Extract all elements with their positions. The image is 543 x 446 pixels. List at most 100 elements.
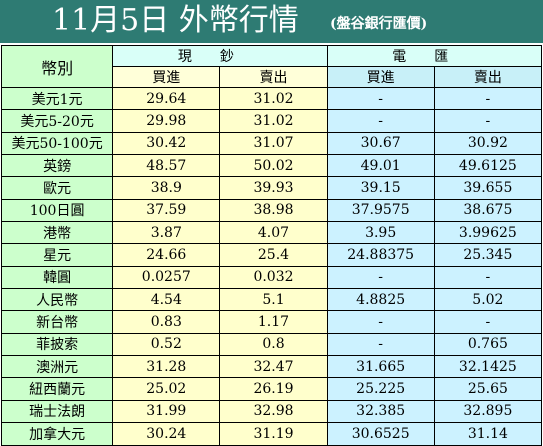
- wire-buy-cell: 31.665: [326, 355, 435, 379]
- wire-sell-cell: 32.1425: [433, 355, 543, 379]
- table-row: 港幣 3.87 4.07 3.95 3.99625: [0, 221, 543, 245]
- currency-name-cell: 瑞士法朗: [0, 399, 114, 424]
- cash-buy-cell: 0.83: [112, 310, 221, 334]
- cash-buy-cell: 29.64: [112, 86, 221, 111]
- wire-buy-cell: -: [326, 86, 435, 111]
- wire-sell-cell: -: [433, 86, 543, 111]
- currency-name-cell: 美元1元: [0, 86, 114, 111]
- currency-name-cell: 人民幣: [0, 288, 114, 312]
- currency-name-cell: 美元50-100元: [0, 131, 114, 156]
- table-row: 紐西蘭元 25.02 26.19 25.225 25.65: [0, 377, 543, 401]
- cash-buy-cell: 30.24: [112, 422, 221, 446]
- cash-sell-cell: 0.032: [219, 265, 328, 290]
- cash-sell-cell: 31.19: [219, 422, 328, 446]
- page-subtitle: (盤谷銀行匯價): [330, 16, 428, 32]
- wire-buy-cell: -: [326, 332, 435, 357]
- cash-buy-cell: 31.99: [112, 399, 221, 424]
- cash-buy-cell: 48.57: [112, 154, 221, 178]
- wire-buy-cell: 49.01: [326, 154, 435, 178]
- cash-sell-cell: 50.02: [219, 154, 328, 178]
- cash-sell-cell: 31.07: [219, 131, 328, 156]
- cash-buy-cell: 29.98: [112, 109, 221, 133]
- wire-buy-cell: 3.95: [326, 221, 435, 245]
- cash-buy-cell: 4.54: [112, 288, 221, 312]
- cash-sell-cell: 0.8: [219, 332, 328, 357]
- wire-buy-header: 買進: [326, 66, 435, 88]
- cash-buy-cell: 3.87: [112, 221, 221, 245]
- cash-buy-cell: 37.59: [112, 198, 221, 223]
- cash-buy-cell: 38.9: [112, 176, 221, 200]
- wire-sell-cell: 38.675: [433, 198, 543, 223]
- currency-name-cell: 韓圓: [0, 265, 114, 290]
- wire-sell-cell: 5.02: [433, 288, 543, 312]
- cash-sell-cell: 31.02: [219, 109, 328, 133]
- table-row: 韓圓 0.0257 0.032- -: [0, 265, 543, 290]
- wire-buy-cell: 24.88375: [326, 243, 435, 267]
- currency-name-cell: 澳洲元: [0, 355, 114, 379]
- cash-sell-cell: 38.98: [219, 198, 328, 223]
- wire-buy-cell: -: [326, 265, 435, 290]
- wire-buy-cell: 25.225: [326, 377, 435, 401]
- table-row: 菲披索 0.52 0.8-0.765: [0, 332, 543, 357]
- wire-buy-cell: 30.67: [326, 131, 435, 156]
- wire-sell-cell: 32.895: [433, 399, 543, 424]
- currency-name-cell: 100日圓: [0, 198, 114, 223]
- exchange-rate-table: 幣別 現鈔 電匯 買進 賣出 買進 賣出 美元1元 29.64 31.02- - 美元5…: [0, 45, 543, 446]
- cash-sell-cell: 1.17: [219, 310, 328, 334]
- cash-buy-cell: 31.28: [112, 355, 221, 379]
- table-row: 英鎊 48.57 50.02 49.01 49.6125: [0, 154, 543, 178]
- currency-name-cell: 歐元: [0, 176, 114, 200]
- wire-sell-cell: 25.345: [433, 243, 543, 267]
- wire-buy-cell: -: [326, 310, 435, 334]
- cash-sell-cell: 39.93: [219, 176, 328, 200]
- wire-sell-cell: 31.14: [433, 422, 543, 446]
- cash-sell-cell: 32.47: [219, 355, 328, 379]
- cash-sell-cell: 5.1: [219, 288, 328, 312]
- cash-sell-cell: 4.07: [219, 221, 328, 245]
- wire-sell-cell: -: [433, 265, 543, 290]
- wire-sell-cell: 0.765: [433, 332, 543, 357]
- wire-sell-cell: 30.92: [433, 131, 543, 156]
- table-row: 歐元 38.9 39.93 39.15 39.655: [0, 176, 543, 200]
- table-row: 美元5-20元 29.98 31.02- -: [0, 109, 543, 133]
- wire-sell-cell: 39.655: [433, 176, 543, 200]
- wire-buy-cell: 39.15: [326, 176, 435, 200]
- wire-sell-cell: 3.99625: [433, 221, 543, 245]
- cash-sell-header: 賣出: [219, 66, 328, 88]
- cash-sell-cell: 26.19: [219, 377, 328, 401]
- wire-sell-cell: 49.6125: [433, 154, 543, 178]
- currency-name-cell: 英鎊: [0, 154, 114, 178]
- currency-name-cell: 港幣: [0, 221, 114, 245]
- wire-sell-cell: -: [433, 109, 543, 133]
- currency-name-cell: 加拿大元: [0, 422, 114, 446]
- wire-buy-cell: 37.9575: [326, 198, 435, 223]
- currency-name-cell: 星元: [0, 243, 114, 267]
- cash-buy-cell: 25.02: [112, 377, 221, 401]
- cash-buy-cell: 24.66: [112, 243, 221, 267]
- table-row: 人民幣 4.54 5.1 4.8825 5.02: [0, 288, 543, 312]
- currency-name-cell: 新台幣: [0, 310, 114, 334]
- wire-buy-cell: 30.6525: [326, 422, 435, 446]
- wire-group-header: 電匯: [326, 45, 543, 67]
- table-row: 瑞士法朗 31.99 32.98 32.385 32.895: [0, 399, 543, 424]
- cash-buy-cell: 30.42: [112, 131, 221, 156]
- wire-buy-cell: -: [326, 109, 435, 133]
- page-title: 11月5日 外幣行情: [52, 3, 299, 38]
- currency-name-cell: 紐西蘭元: [0, 377, 114, 401]
- table-row: 星元 24.66 25.4 24.88375 25.345: [0, 243, 543, 267]
- cash-buy-header: 買進: [112, 66, 221, 88]
- currency-name-cell: 菲披索: [0, 332, 114, 357]
- cash-sell-cell: 31.02: [219, 86, 328, 111]
- cash-sell-cell: 25.4: [219, 243, 328, 267]
- wire-sell-cell: 25.65: [433, 377, 543, 401]
- table-row: 加拿大元 30.24 31.19 30.6525 31.14: [0, 422, 543, 446]
- cash-group-header: 現鈔: [112, 45, 328, 67]
- table-row: 新台幣 0.83 1.17- -: [0, 310, 543, 334]
- wire-sell-header: 賣出: [433, 66, 543, 88]
- currency-name-cell: 美元5-20元: [0, 109, 114, 133]
- table-row: 美元1元 29.64 31.02- -: [0, 86, 543, 111]
- cash-sell-cell: 32.98: [219, 399, 328, 424]
- cash-buy-cell: 0.0257: [112, 265, 221, 290]
- table-row: 100日圓 37.59 38.98 37.9575 38.675: [0, 198, 543, 223]
- wire-buy-cell: 4.8825: [326, 288, 435, 312]
